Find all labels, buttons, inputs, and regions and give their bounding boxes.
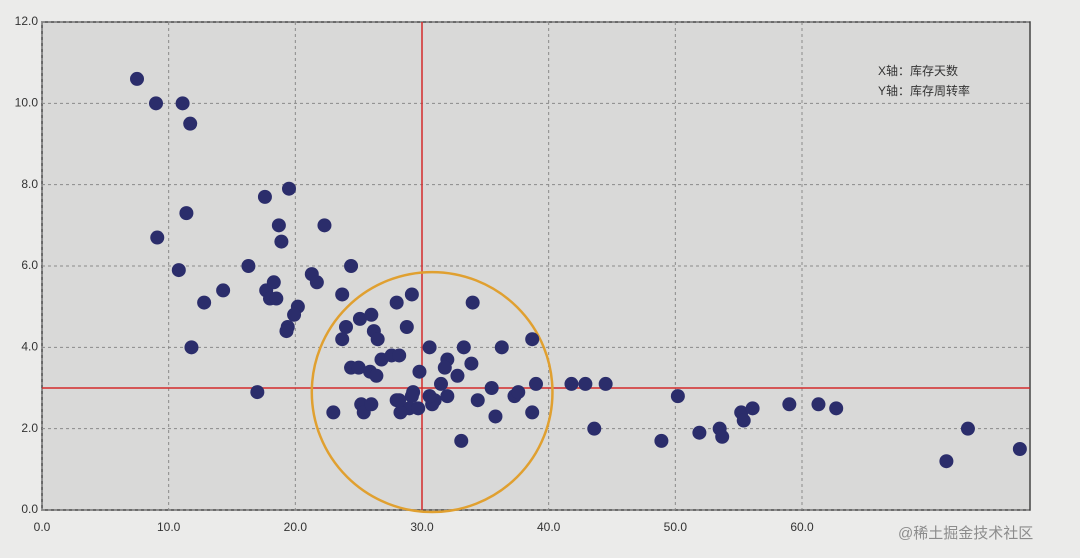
point xyxy=(745,401,760,416)
point xyxy=(183,116,198,131)
marks xyxy=(42,22,1030,514)
watermark: @稀土掘金技术社区 xyxy=(898,525,1033,542)
point xyxy=(241,259,256,273)
y-tick-label: 12.0 xyxy=(15,14,39,28)
x-tick-label: 50.0 xyxy=(664,520,688,534)
point xyxy=(257,189,272,204)
point xyxy=(197,295,212,310)
point xyxy=(525,332,540,347)
point xyxy=(782,397,797,412)
point xyxy=(484,381,499,395)
point xyxy=(587,421,602,436)
point xyxy=(326,405,341,420)
point xyxy=(404,389,419,404)
y-tick-label: 2.0 xyxy=(21,421,38,435)
point xyxy=(351,360,366,375)
point xyxy=(454,433,469,448)
point xyxy=(150,230,165,245)
y-tick-label: 6.0 xyxy=(21,258,38,272)
point xyxy=(829,401,844,416)
point xyxy=(564,376,579,391)
point xyxy=(404,287,419,302)
x-tick-label: 30.0 xyxy=(410,520,434,534)
point xyxy=(274,234,289,249)
point xyxy=(392,393,407,408)
point xyxy=(392,348,407,363)
point xyxy=(269,291,284,306)
point xyxy=(470,393,485,408)
point xyxy=(389,295,404,310)
point xyxy=(670,389,685,404)
point xyxy=(393,405,408,420)
annotation: Y轴：库存周转率 xyxy=(878,83,970,98)
point xyxy=(465,295,480,310)
point xyxy=(250,385,265,400)
y-tick-label: 4.0 xyxy=(21,340,38,354)
point xyxy=(352,311,367,326)
point xyxy=(317,218,332,233)
point xyxy=(960,421,975,436)
point xyxy=(437,360,452,375)
point xyxy=(715,429,730,444)
y-tick-label: 10.0 xyxy=(15,96,39,110)
point xyxy=(179,206,194,221)
point xyxy=(456,340,471,355)
point xyxy=(736,413,751,428)
point xyxy=(422,340,437,355)
point xyxy=(578,376,593,391)
point xyxy=(525,405,540,420)
point xyxy=(511,385,526,400)
point xyxy=(434,376,448,391)
point xyxy=(422,389,437,404)
point xyxy=(339,320,353,334)
highlight-ellipse xyxy=(310,270,554,514)
point xyxy=(488,409,503,424)
point xyxy=(344,259,359,273)
point xyxy=(184,340,199,355)
point xyxy=(171,263,186,278)
point xyxy=(450,368,465,383)
point xyxy=(654,433,669,448)
grid xyxy=(41,21,1030,511)
point xyxy=(399,320,414,334)
point xyxy=(1012,442,1027,456)
point xyxy=(369,368,384,383)
point xyxy=(411,401,426,416)
point xyxy=(287,307,302,322)
x-tick-label: 20.0 xyxy=(284,520,308,534)
annotation: X轴：库存天数 xyxy=(878,63,958,78)
point xyxy=(412,364,427,379)
x-tick-label: 60.0 xyxy=(790,520,814,534)
point xyxy=(309,275,324,290)
point xyxy=(370,332,385,347)
point xyxy=(939,454,954,469)
point xyxy=(440,389,455,404)
x-tick-label: 0.0 xyxy=(34,520,51,534)
point xyxy=(692,425,707,440)
y-tick-label: 0.0 xyxy=(21,502,38,516)
point xyxy=(335,287,350,302)
point xyxy=(464,356,479,371)
point xyxy=(271,218,286,233)
point xyxy=(529,376,543,391)
point xyxy=(811,397,826,412)
point xyxy=(149,96,163,111)
point xyxy=(335,332,350,347)
point xyxy=(175,96,190,111)
point xyxy=(282,181,296,196)
point xyxy=(494,340,509,355)
point xyxy=(598,376,613,391)
point xyxy=(364,397,379,412)
y-tick-label: 8.0 xyxy=(21,177,38,191)
x-tick-label: 40.0 xyxy=(537,520,561,534)
point xyxy=(216,283,231,298)
point xyxy=(279,324,294,339)
point xyxy=(364,307,379,322)
point xyxy=(130,71,144,86)
x-tick-label: 10.0 xyxy=(157,520,181,534)
point xyxy=(266,275,281,290)
